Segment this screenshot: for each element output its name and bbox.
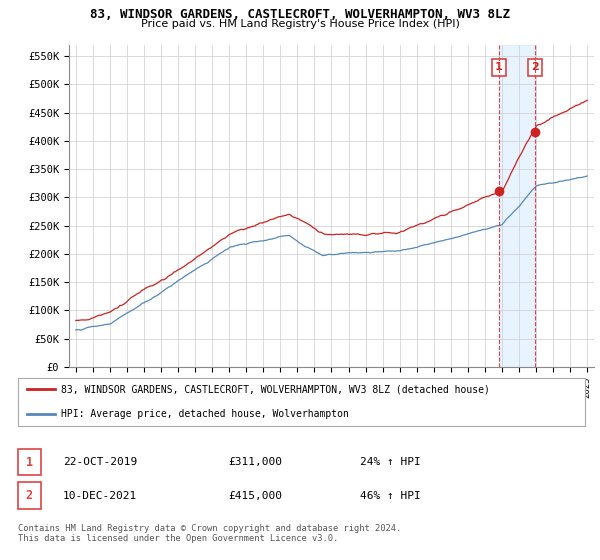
Text: 83, WINDSOR GARDENS, CASTLECROFT, WOLVERHAMPTON, WV3 8LZ (detached house): 83, WINDSOR GARDENS, CASTLECROFT, WOLVER… — [61, 384, 490, 394]
Text: 10-DEC-2021: 10-DEC-2021 — [63, 491, 137, 501]
Bar — [499, 45, 535, 367]
Text: 2: 2 — [531, 62, 539, 72]
Text: 46% ↑ HPI: 46% ↑ HPI — [360, 491, 421, 501]
Text: 1: 1 — [26, 455, 33, 469]
Text: 2: 2 — [26, 489, 33, 502]
Text: £311,000: £311,000 — [228, 457, 282, 467]
Text: 1: 1 — [495, 62, 503, 72]
Text: £415,000: £415,000 — [228, 491, 282, 501]
Text: 22-OCT-2019: 22-OCT-2019 — [63, 457, 137, 467]
Text: HPI: Average price, detached house, Wolverhampton: HPI: Average price, detached house, Wolv… — [61, 409, 349, 419]
Text: 24% ↑ HPI: 24% ↑ HPI — [360, 457, 421, 467]
Text: 83, WINDSOR GARDENS, CASTLECROFT, WOLVERHAMPTON, WV3 8LZ: 83, WINDSOR GARDENS, CASTLECROFT, WOLVER… — [90, 8, 510, 21]
Text: Contains HM Land Registry data © Crown copyright and database right 2024.
This d: Contains HM Land Registry data © Crown c… — [18, 524, 401, 543]
Text: Price paid vs. HM Land Registry's House Price Index (HPI): Price paid vs. HM Land Registry's House … — [140, 19, 460, 29]
